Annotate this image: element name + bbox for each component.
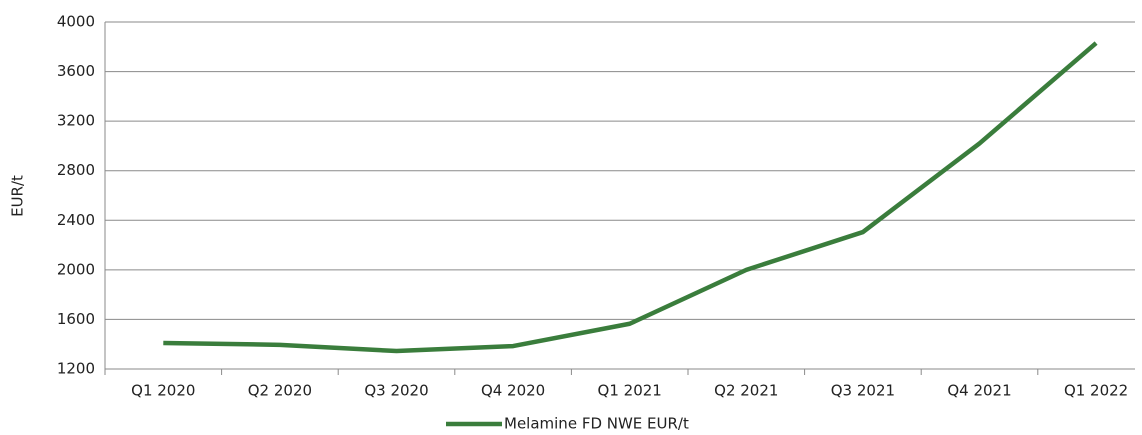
x-tick-label: Q1 2020: [131, 382, 195, 400]
x-tick-label: Q3 2021: [831, 382, 895, 400]
x-tick-label: Q1 2021: [598, 382, 662, 400]
y-tick-label: 2800: [57, 161, 95, 179]
x-tick-label: Q2 2021: [714, 382, 778, 400]
y-tick-label: 4000: [57, 13, 95, 31]
y-tick-label: 2400: [57, 211, 95, 229]
y-tick-label: 1200: [57, 360, 95, 378]
y-tick-label: 1600: [57, 310, 95, 328]
y-axis-label: EUR/t: [9, 175, 27, 217]
data-line: [163, 41, 1098, 354]
y-tick-label: 3200: [57, 112, 95, 130]
x-tick-label: Q3 2020: [364, 382, 428, 400]
y-tick-label: 3600: [57, 62, 95, 80]
legend-label: Melamine FD NWE EUR/t: [504, 415, 689, 433]
x-tick-label: Q1 2022: [1064, 382, 1128, 400]
x-tick-label: Q4 2021: [947, 382, 1011, 400]
y-tick-label: 2000: [57, 260, 95, 278]
x-tick-label: Q4 2020: [481, 382, 545, 400]
x-tick-label: Q2 2020: [248, 382, 312, 400]
